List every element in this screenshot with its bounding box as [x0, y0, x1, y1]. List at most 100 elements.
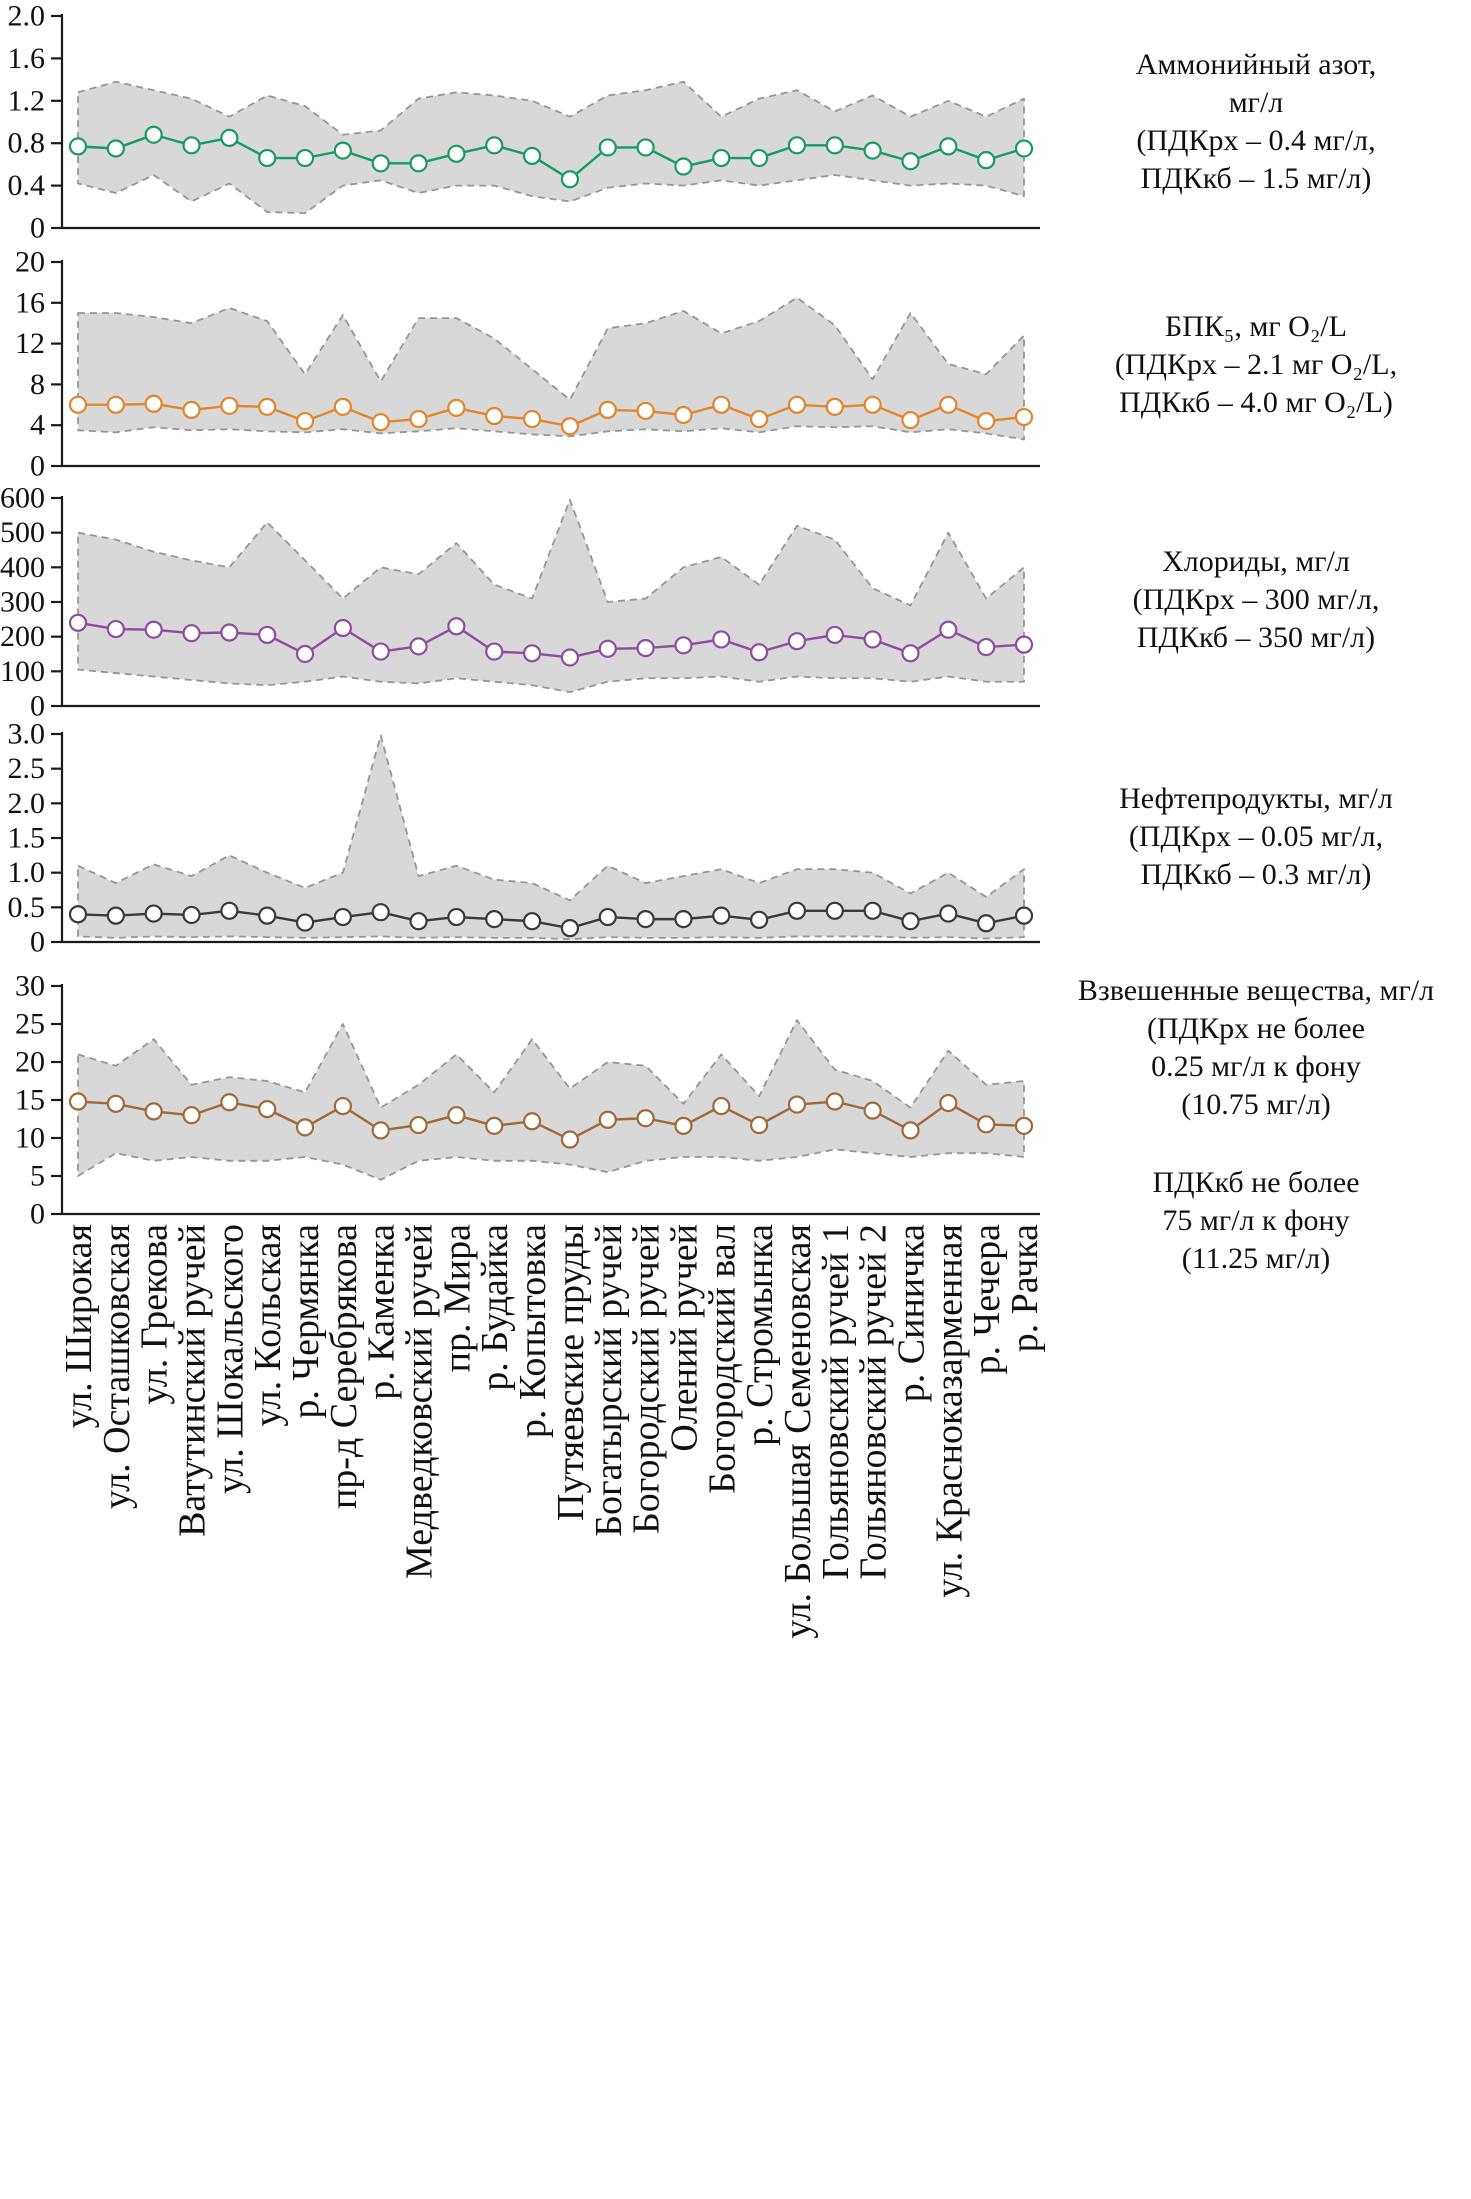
- data-point-marker: [977, 637, 996, 657]
- data-point-marker: [522, 912, 542, 931]
- x-tick-label: р. Чермянка: [285, 1224, 327, 1419]
- data-point-marker: [598, 907, 617, 927]
- data-point-marker: [106, 619, 125, 639]
- x-tick-label: ул. Большая Семеновская: [777, 1224, 819, 1639]
- data-point-marker: [1014, 139, 1034, 158]
- data-point-marker: [825, 136, 844, 155]
- data-point-marker: [977, 1115, 996, 1134]
- data-point-marker: [787, 901, 807, 920]
- data-point-marker: [258, 1100, 277, 1119]
- data-point-marker: [295, 1118, 315, 1137]
- data-point-marker: [674, 405, 693, 425]
- annotation-line: (10.75 мг/л): [1181, 1088, 1331, 1121]
- min-max-band: [77, 1019, 1025, 1181]
- data-point-marker: [485, 1116, 504, 1135]
- y-tick-label: 15: [15, 1084, 45, 1117]
- data-point-marker: [863, 141, 882, 160]
- data-point-marker: [598, 400, 617, 419]
- data-point-marker: [636, 138, 655, 157]
- y-tick-label: 25: [15, 1008, 45, 1041]
- x-tick-label: р. Синичка: [890, 1224, 932, 1402]
- annotation-line: Нефтепродукты, мг/л: [1119, 782, 1393, 815]
- y-tick-label: 600: [0, 482, 45, 515]
- data-point-marker: [258, 906, 277, 925]
- y-tick-label: 2.0: [8, 787, 46, 820]
- data-point-marker: [68, 613, 88, 632]
- chart-panel-oil-products: 00.51.01.52.02.53.0: [8, 718, 1040, 959]
- data-point-marker: [182, 1106, 201, 1125]
- x-tick-label: пр. Мира: [436, 1224, 478, 1372]
- data-point-marker: [333, 141, 352, 160]
- x-tick-label: ул. Грекова: [134, 1224, 176, 1405]
- data-point-marker: [863, 630, 882, 649]
- x-tick-label: ул. Кольская: [247, 1224, 289, 1427]
- data-point-marker: [901, 644, 920, 663]
- y-tick-label: 500: [0, 516, 45, 549]
- data-point-marker: [447, 398, 466, 417]
- data-point-marker: [522, 1112, 542, 1131]
- data-point-marker: [485, 406, 504, 426]
- data-point-marker: [144, 394, 163, 413]
- data-point-marker: [598, 1110, 617, 1129]
- data-point-marker: [106, 139, 125, 158]
- data-point-marker: [674, 1116, 693, 1135]
- data-point-marker: [863, 395, 882, 414]
- data-point-marker: [787, 632, 807, 651]
- y-tick-label: 100: [0, 655, 45, 688]
- y-tick-label: 0.5: [8, 891, 46, 924]
- data-point-marker: [295, 644, 315, 664]
- y-tick-label: 0: [30, 926, 45, 959]
- data-point-marker: [750, 1115, 769, 1135]
- x-tick-label: ул. Широкая: [58, 1224, 100, 1428]
- data-point-marker: [220, 1093, 239, 1112]
- data-point-marker: [750, 910, 769, 929]
- min-max-band: [77, 498, 1025, 694]
- data-point-marker: [258, 397, 277, 416]
- data-point-marker: [371, 413, 390, 432]
- annotation-line: ПДКкб – 350 мг/л): [1136, 621, 1376, 654]
- data-point-marker: [636, 639, 655, 658]
- x-tick-label: р. Копытовка: [512, 1224, 554, 1438]
- annotation-line: ПДКкб – 1.5 мг/л): [1140, 162, 1372, 195]
- data-point-marker: [712, 395, 731, 414]
- data-point-marker: [674, 157, 693, 176]
- data-point-marker: [182, 905, 201, 925]
- annotation-chlorides: Хлориды, мг/л (ПДКрх – 300 мг/л, ПДКкб – 3…: [1048, 543, 1464, 657]
- data-point-marker: [333, 1096, 352, 1116]
- data-point-marker: [447, 144, 466, 163]
- y-tick-label: 0.4: [8, 169, 46, 202]
- data-point-marker: [295, 148, 315, 168]
- chart-panel-bod5: 0 4 8 12 16 20: [15, 246, 1040, 483]
- annotation-line: ПДКкб – 4.0 мг О₂/L): [1119, 386, 1393, 419]
- data-point-marker: [939, 137, 958, 156]
- data-point-marker: [371, 903, 390, 922]
- data-point-marker: [560, 417, 580, 436]
- data-point-marker: [1014, 906, 1034, 925]
- y-tick-label: 16: [15, 286, 45, 319]
- annotation-line: [1048, 1124, 1464, 1164]
- data-point-marker: [447, 1106, 466, 1125]
- x-tick-label: Богатырский ручей: [588, 1224, 630, 1537]
- data-point-marker: [106, 1094, 125, 1113]
- data-point-marker: [333, 618, 352, 638]
- data-point-marker: [371, 642, 390, 661]
- data-point-marker: [787, 1095, 807, 1114]
- data-point-marker: [485, 910, 504, 929]
- data-point-marker: [901, 152, 920, 171]
- x-tick-label: Ватутинский ручей: [172, 1224, 214, 1537]
- annotation-line: ПДКкб – 0.3 мг/л): [1140, 858, 1372, 891]
- annotation-line: Хлориды, мг/л: [1162, 545, 1350, 578]
- data-point-marker: [144, 620, 163, 639]
- data-point-marker: [409, 154, 428, 173]
- data-point-marker: [1014, 1116, 1034, 1135]
- data-point-marker: [258, 625, 277, 645]
- annotation-line: ПДКкб не более: [1152, 1166, 1360, 1199]
- annotation-line: 75 мг/л к фону: [1162, 1204, 1350, 1237]
- data-point-marker: [522, 644, 542, 663]
- data-point-marker: [409, 409, 428, 429]
- annotation-line: мг/л: [1228, 86, 1284, 119]
- chart-panel-ammonium-nitrogen: 0 0.4 0.8 1.2 1.6 2.0: [8, 0, 1040, 245]
- data-point-marker: [371, 1121, 390, 1140]
- data-point-marker: [333, 397, 352, 416]
